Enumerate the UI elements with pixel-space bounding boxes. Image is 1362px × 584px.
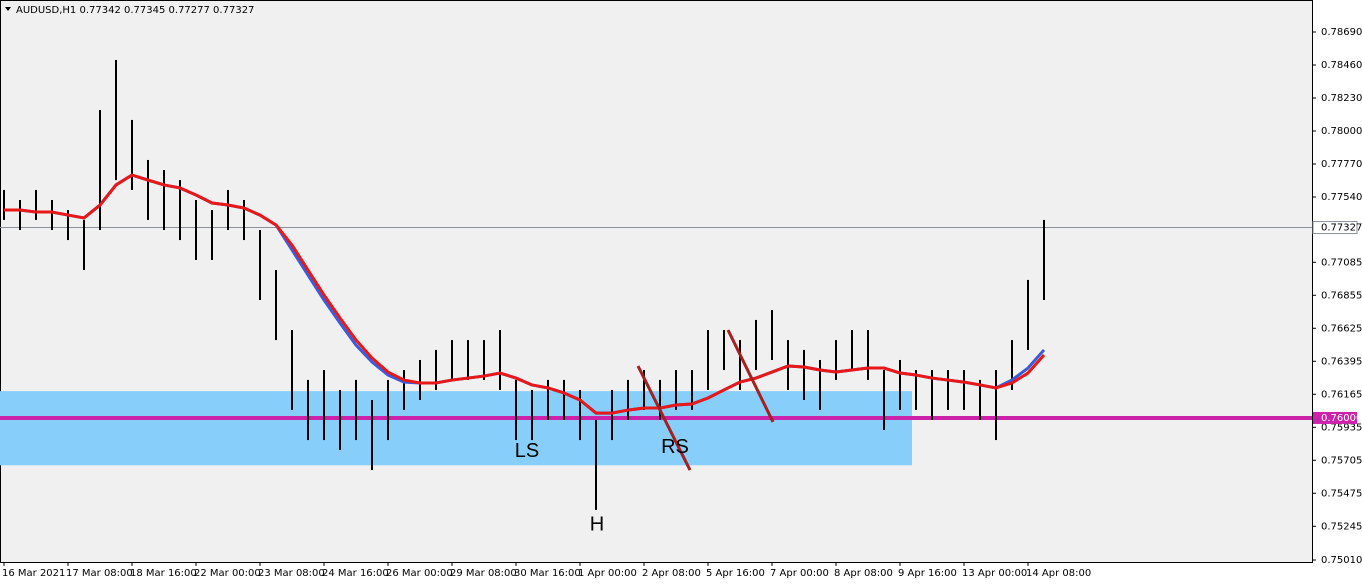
y-tick-label: 0.77770 — [1321, 159, 1362, 170]
y-tick-label: 0.78690 — [1321, 27, 1362, 38]
x-tick-label: 23 Mar 08:00 — [258, 568, 325, 579]
chart-title: AUDUSD,H1 0.77342 0.77345 0.77277 0.7732… — [16, 5, 254, 16]
level-label: 0.76000 — [1321, 413, 1362, 424]
x-tick-label: 8 Apr 08:00 — [834, 568, 893, 579]
y-tick-label: 0.76395 — [1321, 356, 1362, 367]
y-tick-label: 0.75475 — [1321, 488, 1362, 499]
y-tick-label: 0.78460 — [1321, 60, 1362, 71]
x-tick-label: 5 Apr 16:00 — [706, 568, 765, 579]
x-tick-label: 14 Apr 08:00 — [1026, 568, 1091, 579]
y-tick-label: 0.77540 — [1321, 192, 1362, 203]
y-tick-label: 0.76855 — [1321, 290, 1362, 301]
x-tick-label: 30 Mar 16:00 — [514, 568, 581, 579]
x-tick-label: 1 Apr 00:00 — [578, 568, 637, 579]
x-tick-label: 24 Mar 16:00 — [322, 568, 389, 579]
trendline — [726, 329, 775, 423]
y-tick-label: 0.75705 — [1321, 455, 1362, 466]
pattern-label: LS — [515, 440, 539, 462]
current-price-label: 0.77327 — [1321, 223, 1362, 234]
plot-area — [0, 0, 1313, 563]
y-tick-label: 0.76625 — [1321, 323, 1362, 334]
x-tick-label: 16 Mar 2021 — [2, 568, 65, 579]
pattern-label: RS — [661, 436, 689, 458]
current-price-box — [1312, 221, 1358, 235]
y-tick-label: 0.78230 — [1321, 93, 1362, 104]
x-tick-label: 2 Apr 08:00 — [642, 568, 701, 579]
level-box — [1313, 411, 1357, 424]
x-tick-label: 18 Mar 16:00 — [130, 568, 197, 579]
y-tick-label: 0.76165 — [1321, 389, 1362, 400]
menu-arrow — [5, 7, 11, 11]
y-tick-label: 0.78000 — [1321, 126, 1362, 137]
x-tick-label: 29 Mar 08:00 — [450, 568, 517, 579]
y-tick-label: 0.75010 — [1321, 555, 1362, 566]
y-tick-label: 0.75935 — [1321, 422, 1362, 433]
x-tick-label: 7 Apr 00:00 — [770, 568, 829, 579]
pattern-label: H — [590, 513, 604, 535]
x-tick-label: 26 Mar 00:00 — [386, 568, 453, 579]
x-tick-label: 13 Apr 00:00 — [962, 568, 1027, 579]
x-tick-label: 22 Mar 00:00 — [194, 568, 261, 579]
y-tick-label: 0.77085 — [1321, 257, 1362, 268]
trendline — [636, 365, 692, 471]
support-zone — [0, 391, 912, 466]
moving-average — [4, 173, 1046, 415]
x-tick-label: 17 Mar 08:00 — [66, 568, 133, 579]
y-tick-label: 0.75245 — [1321, 521, 1362, 532]
x-tick-label: 9 Apr 16:00 — [898, 568, 957, 579]
